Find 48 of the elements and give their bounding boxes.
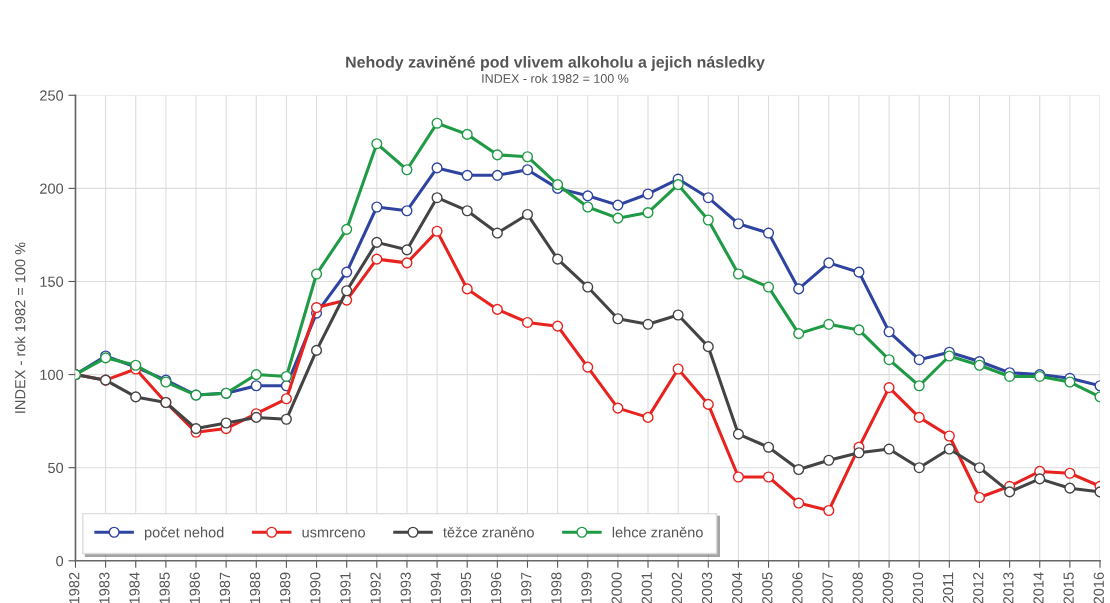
y-tick-label: 0: [56, 555, 64, 567]
x-tick-label: 1991: [340, 572, 351, 603]
x-tick-label: 2007: [822, 572, 833, 603]
legend-label: usmrceno: [302, 529, 365, 538]
x-tick-label: 2000: [611, 572, 622, 603]
x-tick-label: 2003: [701, 572, 713, 603]
y-axis-title: INDEX - rok 1982 = 100 %: [14, 242, 26, 413]
x-tick-label: 2016: [1093, 572, 1104, 603]
x-tick-label: 1982: [69, 572, 80, 603]
x-tick-label: 2005: [762, 572, 773, 603]
x-tick-label: 2002: [671, 572, 683, 603]
x-tick-label: 1988: [249, 572, 261, 603]
chart-subtitle: INDEX - rok 1982 = 100 %: [482, 73, 629, 83]
x-tick-label: 2015: [1063, 572, 1074, 603]
y-tick-label: 50: [48, 462, 64, 474]
legend-label: těžce zraněno: [443, 526, 534, 538]
legend-label: lehce zraněno: [612, 526, 703, 538]
x-tick-label: 2008: [852, 572, 863, 603]
x-tick-label: 1995: [460, 572, 472, 603]
x-tick-label: 2006: [792, 572, 803, 603]
x-tick-label: 1985: [159, 572, 170, 603]
y-tick-label: 100: [40, 369, 64, 381]
x-tick-label: 2010: [912, 572, 924, 603]
x-tick-label: 2012: [973, 572, 984, 603]
x-tick-label: 1986: [189, 572, 200, 603]
x-tick-label: 1987: [219, 572, 231, 603]
x-tick-label: 1994: [430, 572, 441, 603]
x-tick-label: 1992: [370, 572, 381, 603]
x-tick-label: 1984: [129, 572, 140, 603]
y-tick-label: 250: [40, 90, 64, 101]
x-tick-label: 1989: [280, 572, 291, 603]
x-tick-label: 2013: [1003, 572, 1014, 603]
x-tick-label: 1983: [99, 572, 110, 603]
y-tick-label: 200: [40, 183, 64, 194]
x-tick-label: 1998: [551, 572, 562, 603]
y-tick-label: 150: [40, 276, 64, 287]
x-tick-label: 1999: [581, 572, 592, 603]
x-tick-label: 2009: [882, 572, 893, 603]
x-tick-label: 2014: [1033, 572, 1044, 603]
legend-label: počet nehod: [144, 526, 224, 541]
x-tick-label: 1990: [310, 572, 321, 603]
x-tick-label: 2004: [732, 572, 743, 603]
x-tick-label: 1993: [400, 572, 411, 603]
chart-title: Nehody zaviněné pod vlivem alkoholu a jejich následky: [346, 55, 765, 71]
x-tick-label: 1997: [521, 572, 532, 603]
x-tick-label: 2011: [942, 572, 954, 603]
x-tick-label: 2001: [641, 572, 652, 603]
x-tick-label: 1996: [490, 572, 502, 603]
